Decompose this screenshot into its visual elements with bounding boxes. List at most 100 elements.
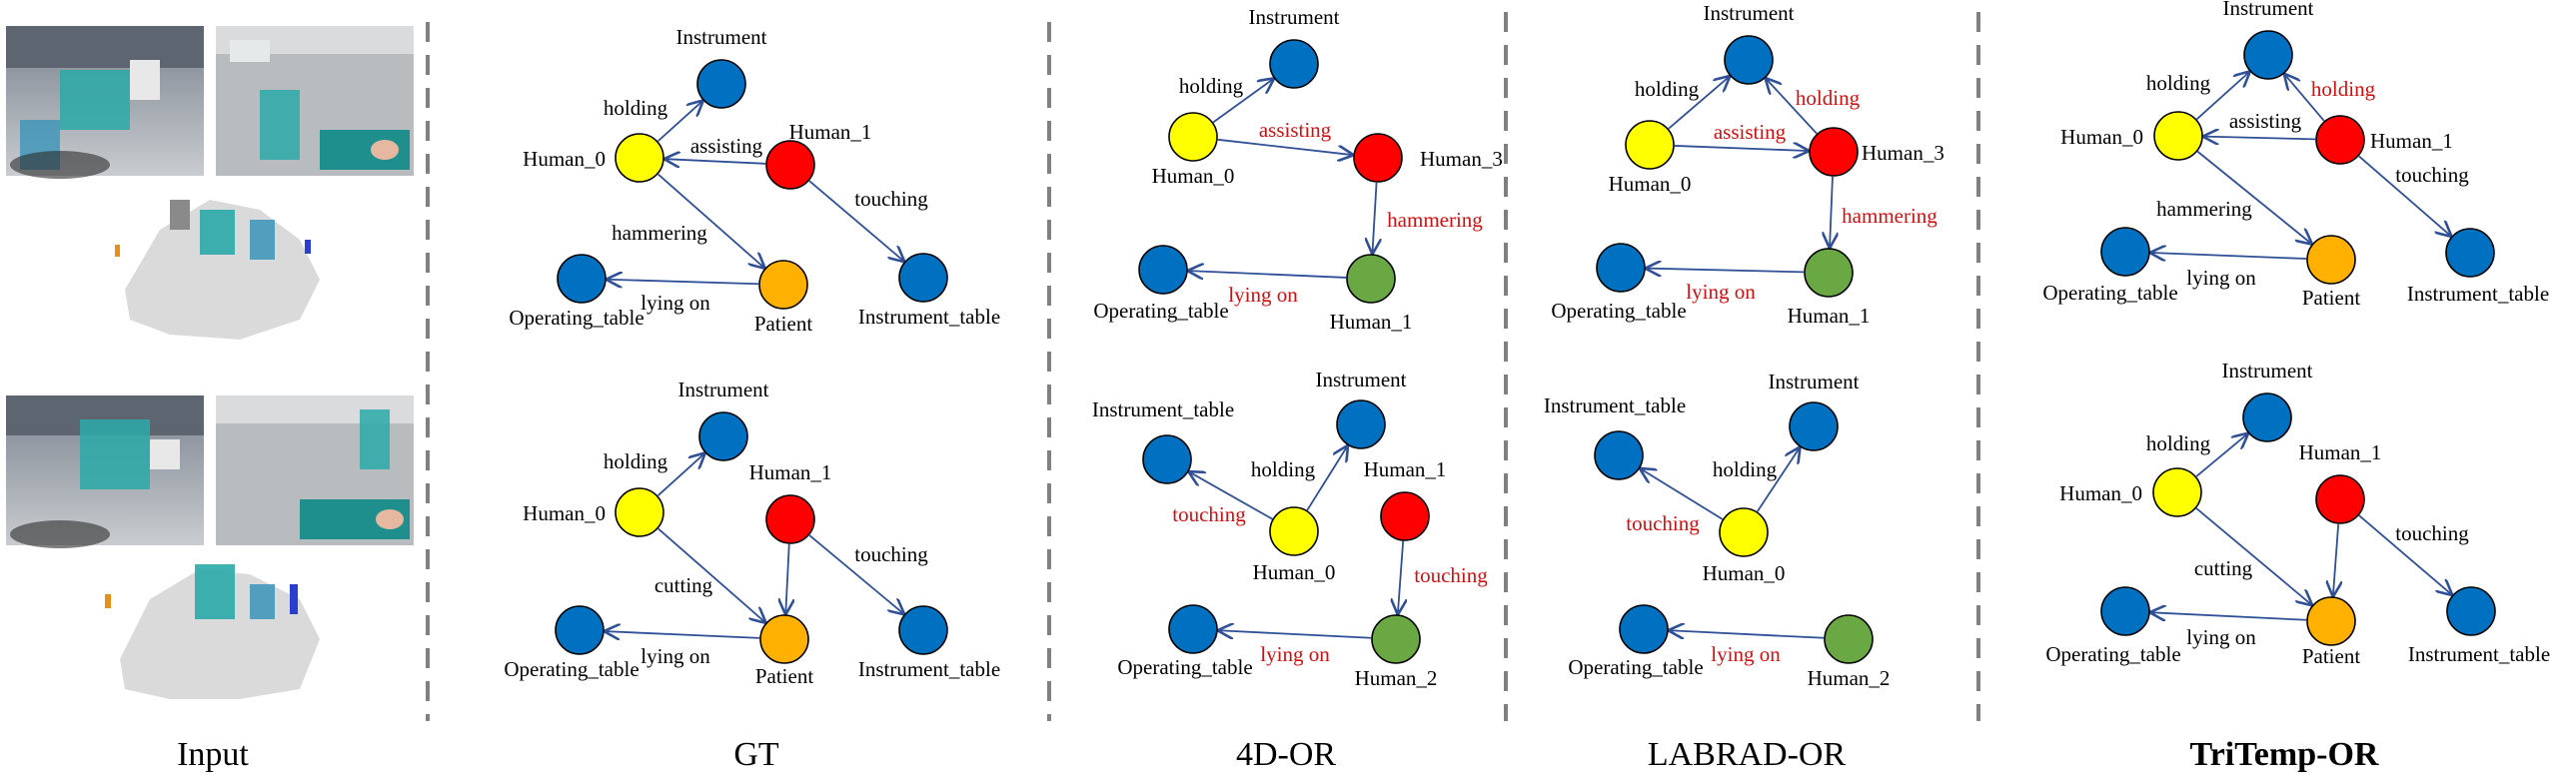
edge-label-human_0-to-instrument: holding <box>2146 431 2211 455</box>
node-human_0 <box>615 487 664 537</box>
node-patient <box>2306 596 2356 646</box>
node-label-operating_table: Operating_table <box>1551 299 1686 323</box>
node-label-operating_table: Operating_table <box>1117 655 1252 679</box>
node-label-operating_table: Operating_table <box>1093 299 1228 323</box>
node-human_2 <box>1824 614 1874 664</box>
edge-human_0-to-patient <box>2195 507 2311 604</box>
node-label-human_1: Human_1 <box>2370 129 2453 153</box>
edge-label-human_1-to-instrument: holding <box>2311 77 2376 101</box>
node-operating_table <box>1138 245 1188 295</box>
node-label-instrument: Instrument <box>678 378 769 401</box>
column-title-4dor: 4D-OR <box>1236 736 1336 773</box>
edge-label-human_0-to-instrument_table: touching <box>1626 511 1700 535</box>
edge-human_0-to-instrument <box>2195 434 2247 477</box>
node-label-operating_table: Operating_table <box>2042 281 2177 305</box>
node-human_0 <box>2152 467 2202 517</box>
column-title-tritemp-or: TriTemp-OR <box>2190 736 2379 773</box>
edge-label-human_0-to-instrument: holding <box>1635 77 1700 101</box>
node-human_0 <box>1719 507 1769 557</box>
edge-label-human_3-to-human_1: hammering <box>1842 204 1937 228</box>
edge-label-human_1-to-human_2: touching <box>1414 563 1488 587</box>
edge-human_1-to-instrument <box>2285 75 2325 122</box>
scene-graph-gt-bottom: holding cutting touching lying on Instrument… <box>504 378 1000 688</box>
edge-label-human_1-to-instrument_table: touching <box>854 187 928 211</box>
node-human_2 <box>1371 614 1421 664</box>
edge-human_0-to-patient <box>2196 151 2310 244</box>
node-label-human_0: Human_0 <box>1609 172 1692 196</box>
edge-human_1-to-instrument_table <box>808 180 903 261</box>
node-label-instrument_table: Instrument_table <box>1092 397 1234 421</box>
node-label-human_1: Human_1 <box>1330 310 1413 334</box>
node-label-human_1: Human_1 <box>749 460 832 484</box>
node-label-human_1: Human_1 <box>2299 440 2382 464</box>
node-instrument <box>696 59 746 109</box>
column-title-input: Input <box>177 736 249 773</box>
edge-human_3-to-human_1 <box>1373 182 1377 253</box>
node-operating_table <box>555 605 605 655</box>
node-human_0 <box>615 133 664 183</box>
edge-label-human_1-to-human_0: assisting <box>690 134 763 158</box>
node-operating_table <box>2100 586 2150 636</box>
edge-label-human_1-to-human_0: assisting <box>2229 109 2302 133</box>
edge-human_0-to-instrument <box>1212 79 1273 124</box>
node-label-instrument_table: Instrument_table <box>1544 393 1686 417</box>
edge-label-human_0-to-instrument: holding <box>604 96 668 120</box>
node-operating_table <box>1168 604 1218 654</box>
node-instrument_table <box>898 253 948 303</box>
node-human_1 <box>2315 474 2365 524</box>
edge-label-human_0-to-patient: hammering <box>612 221 707 245</box>
node-operating_table <box>1619 604 1669 654</box>
edge-label-human_0-to-human_3: assisting <box>1259 118 1332 142</box>
node-label-patient: Patient <box>755 664 813 688</box>
edge-human_0-to-instrument_table <box>1641 469 1724 520</box>
node-label-patient: Patient <box>2302 644 2360 668</box>
column-dividers <box>426 12 1980 721</box>
edge-human_1-to-operating_table <box>1189 271 1347 278</box>
edge-human_1-to-instrument_table <box>2358 514 2451 594</box>
node-label-operating_table: Operating_table <box>509 306 644 330</box>
node-instrument <box>1336 399 1386 449</box>
scene-graph-tritemp-bottom: holding cutting touching lying on Instrument… <box>2045 359 2550 668</box>
input-pointcloud-bottom <box>105 564 320 699</box>
edge-label-patient-to-operating_table: lying on <box>2186 625 2256 649</box>
node-instrument <box>2242 392 2292 442</box>
edge-patient-to-operating_table <box>608 280 759 284</box>
node-instrument_table <box>898 605 948 655</box>
node-label-operating_table: Operating_table <box>504 657 639 681</box>
node-instrument <box>1269 39 1319 89</box>
node-instrument_table <box>1594 430 1644 480</box>
edge-label-human_1-to-operating_table: lying on <box>1686 280 1756 304</box>
node-label-instrument: Instrument <box>1704 1 1795 25</box>
edge-label-human_2-to-operating_table: lying on <box>1260 642 1330 666</box>
node-label-instrument: Instrument <box>2223 0 2314 20</box>
edge-human_0-to-instrument <box>1757 448 1800 512</box>
input-photo-bottom-right <box>216 395 414 545</box>
edge-human_2-to-operating_table <box>1670 630 1825 638</box>
node-label-human_1: Human_1 <box>1788 304 1871 328</box>
node-label-patient: Patient <box>754 312 812 336</box>
column-title-gt: GT <box>733 736 779 773</box>
edge-label-human_0-to-human_3: assisting <box>1714 120 1787 144</box>
edge-human_0-to-human_3 <box>1217 138 1352 155</box>
node-label-human_0: Human_0 <box>523 147 606 171</box>
input-photo-bottom-left <box>6 395 204 548</box>
node-instrument_table <box>2446 586 2496 636</box>
node-label-instrument_table: Instrument_table <box>2407 282 2549 306</box>
node-label-human_2: Human_2 <box>1355 666 1438 690</box>
edge-human_0-to-instrument_table <box>1190 472 1273 520</box>
edge-label-human_2-to-operating_table: lying on <box>1711 642 1781 666</box>
node-human_1 <box>765 494 815 544</box>
node-patient <box>759 614 809 664</box>
column-titles: Input GT 4D-OR LABRAD-OR TriTemp-OR <box>177 736 2379 773</box>
edge-human_0-to-instrument <box>1306 446 1347 511</box>
node-patient <box>2306 235 2356 285</box>
edge-human_0-to-instrument <box>656 453 704 496</box>
edge-human_0-to-instrument <box>656 101 702 142</box>
node-label-operating_table: Operating_table <box>1568 655 1703 679</box>
edge-human_0-to-patient <box>657 173 764 268</box>
node-label-human_2: Human_2 <box>1808 666 1891 690</box>
node-human_3 <box>1353 133 1403 183</box>
edge-label-human_1-to-instrument_table: touching <box>854 542 928 566</box>
node-instrument <box>1724 35 1774 85</box>
